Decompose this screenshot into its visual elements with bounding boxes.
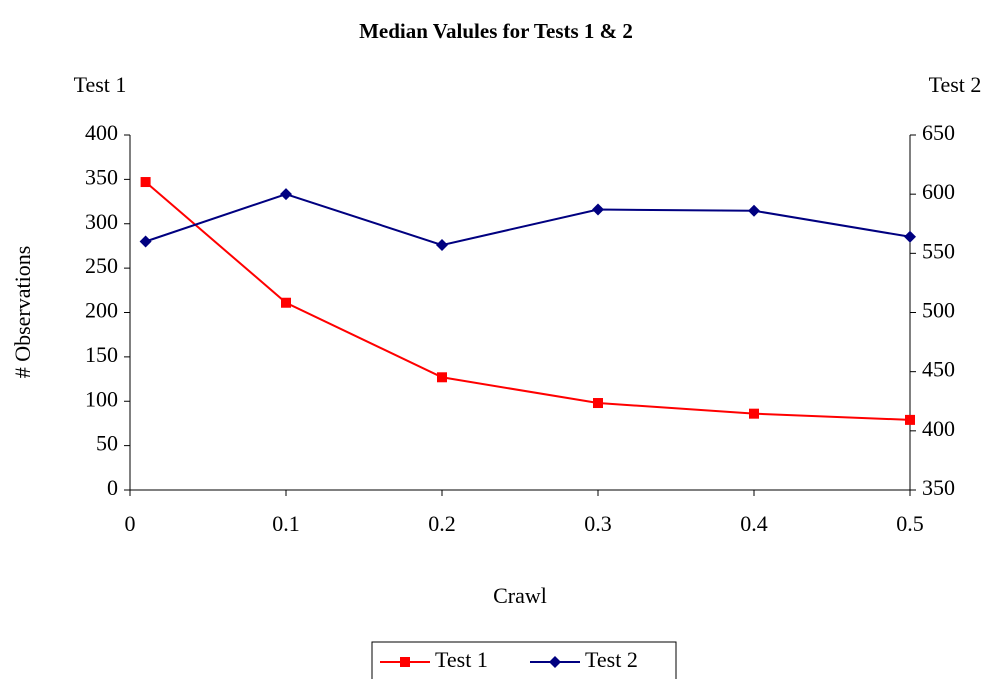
marker [140, 177, 151, 188]
marker [592, 203, 604, 216]
y2-tick-label: 400 [922, 416, 955, 441]
y-tick-label: 300 [85, 209, 118, 234]
y2-tick-label: 650 [922, 120, 955, 145]
y2-tick-label: 500 [922, 298, 955, 323]
y2-tick-label: 450 [922, 357, 955, 382]
x-axis-label: Crawl [493, 583, 547, 608]
y-tick-label: 100 [85, 386, 118, 411]
marker [904, 230, 916, 243]
marker [905, 414, 915, 425]
y-tick-label: 50 [96, 431, 118, 456]
marker [139, 235, 152, 248]
x-tick-label: 0.2 [428, 511, 456, 536]
marker [437, 372, 447, 383]
y-tick-label: 350 [85, 164, 118, 189]
legend-marker [400, 657, 410, 667]
y-tick-label: 250 [85, 253, 118, 278]
y-tick-label: 0 [107, 475, 118, 500]
y-tick-label: 200 [85, 298, 118, 323]
y2-tick-label: 550 [922, 238, 955, 263]
marker [436, 239, 448, 252]
y2-tick-label: 600 [922, 179, 955, 204]
marker [748, 204, 760, 217]
x-tick-label: 0 [125, 511, 136, 536]
y2-tick-label: 350 [922, 475, 955, 500]
chart-title: Median Valules for Tests 1 & 2 [359, 19, 633, 43]
marker [281, 297, 291, 308]
marker [749, 408, 759, 419]
marker [280, 188, 292, 201]
x-tick-label: 0.1 [272, 511, 300, 536]
series-line [145, 193, 911, 247]
series-line [144, 181, 911, 421]
legend-marker [549, 656, 561, 668]
marker [593, 398, 603, 409]
y-axis-label: # Observations [10, 246, 35, 379]
x-tick-label: 0.3 [584, 511, 612, 536]
legend-label: Test 2 [585, 647, 638, 672]
x-tick-label: 0.5 [896, 511, 924, 536]
y2-axis-title: Test 2 [929, 72, 982, 97]
x-tick-label: 0.4 [740, 511, 768, 536]
y-axis-title: Test 1 [74, 72, 127, 97]
legend-label: Test 1 [435, 647, 488, 672]
legend [371, 641, 677, 679]
y-tick-label: 150 [85, 342, 118, 367]
y-tick-label: 400 [85, 120, 118, 145]
